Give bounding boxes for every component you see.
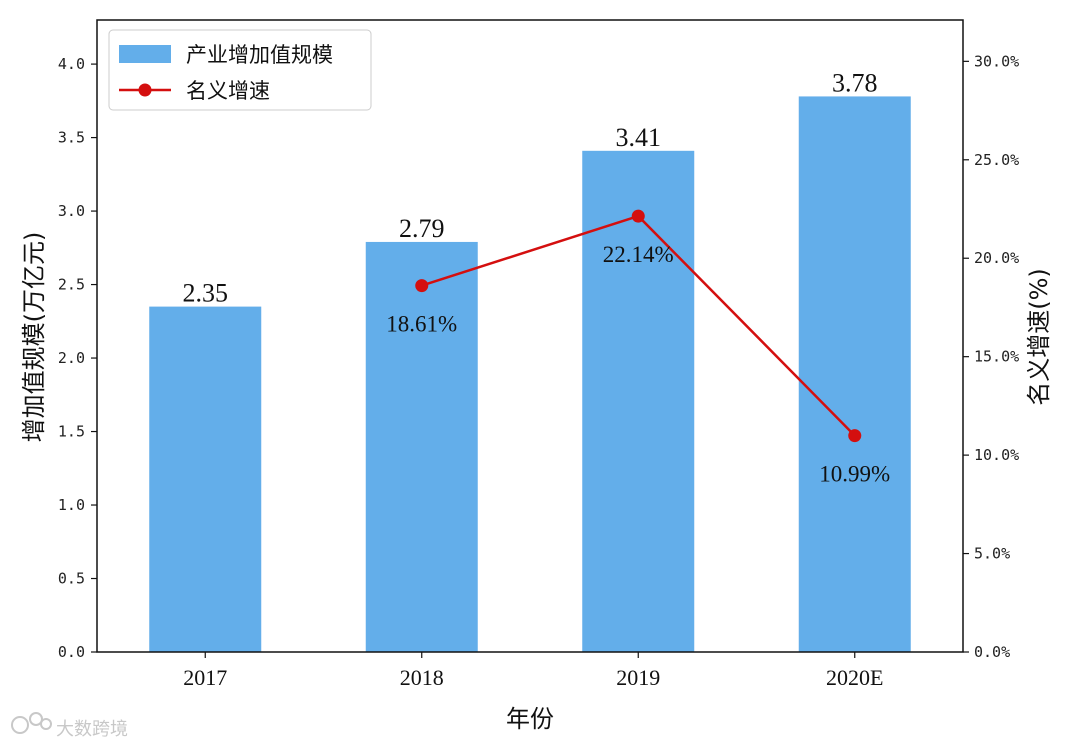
legend-box [108,29,372,111]
y-axis-label: 增加值规模(万亿元) [20,232,48,443]
growth-point-2020E [848,429,862,443]
legend-bar-label: 产业增加值规模 [186,43,333,67]
x-tick-label: 2017 [183,665,227,690]
growth-value-label: 22.14% [603,242,674,267]
growth-point-2019 [631,209,645,223]
bar-value-label: 3.78 [832,68,878,97]
y-tick-label: 0.5 [58,570,85,588]
bar-value-label: 2.79 [399,214,445,243]
x-tick-label: 2019 [616,665,660,690]
bar-2017 [149,306,262,652]
watermark-logo-icon [11,712,52,734]
y2-axis-label: 名义增速(%) [1025,268,1053,406]
y-tick-label: 3.0 [58,202,85,220]
watermark-text: 大数跨境 [56,719,128,740]
growth-value-label: 18.61% [386,312,457,337]
y2-tick-label: 20.0% [974,249,1019,267]
x-tick-label: 2018 [400,665,444,690]
y-tick-label: 3.5 [58,129,85,147]
y-tick-label: 2.0 [58,349,85,367]
legend-line-marker [138,83,152,97]
legend-bar-swatch [119,45,171,63]
y2-tick-label: 5.0% [974,545,1010,563]
y-tick-label: 0.0 [58,643,85,661]
y-tick-label: 2.5 [58,276,85,294]
y2-tick-label: 10.0% [974,446,1019,464]
growth-point-2018 [415,279,429,293]
y2-tick-label: 30.0% [974,52,1019,70]
legend-line-label: 名义增速 [186,79,270,103]
y2-tick-label: 15.0% [974,348,1019,366]
y-tick-label: 4.0 [58,55,85,73]
x-tick-label: 2020E [826,665,883,690]
bar-2018 [365,241,478,653]
x-axis-label: 年份 [506,705,554,733]
y2-tick-label: 0.0% [974,643,1010,661]
y-tick-label: 1.0 [58,496,85,514]
y-tick-label: 1.5 [58,423,85,441]
bar-2020E [798,96,911,652]
y2-tick-label: 25.0% [974,151,1019,169]
bar-value-label: 2.35 [183,279,229,308]
legend: 产业增加值规模 名义增速 [108,29,372,111]
growth-value-label: 10.99% [819,462,890,487]
bar-2019 [582,150,695,652]
watermark: 大数跨境 [11,712,128,740]
bar-value-label: 3.41 [616,123,662,152]
plot-frame [96,19,964,653]
